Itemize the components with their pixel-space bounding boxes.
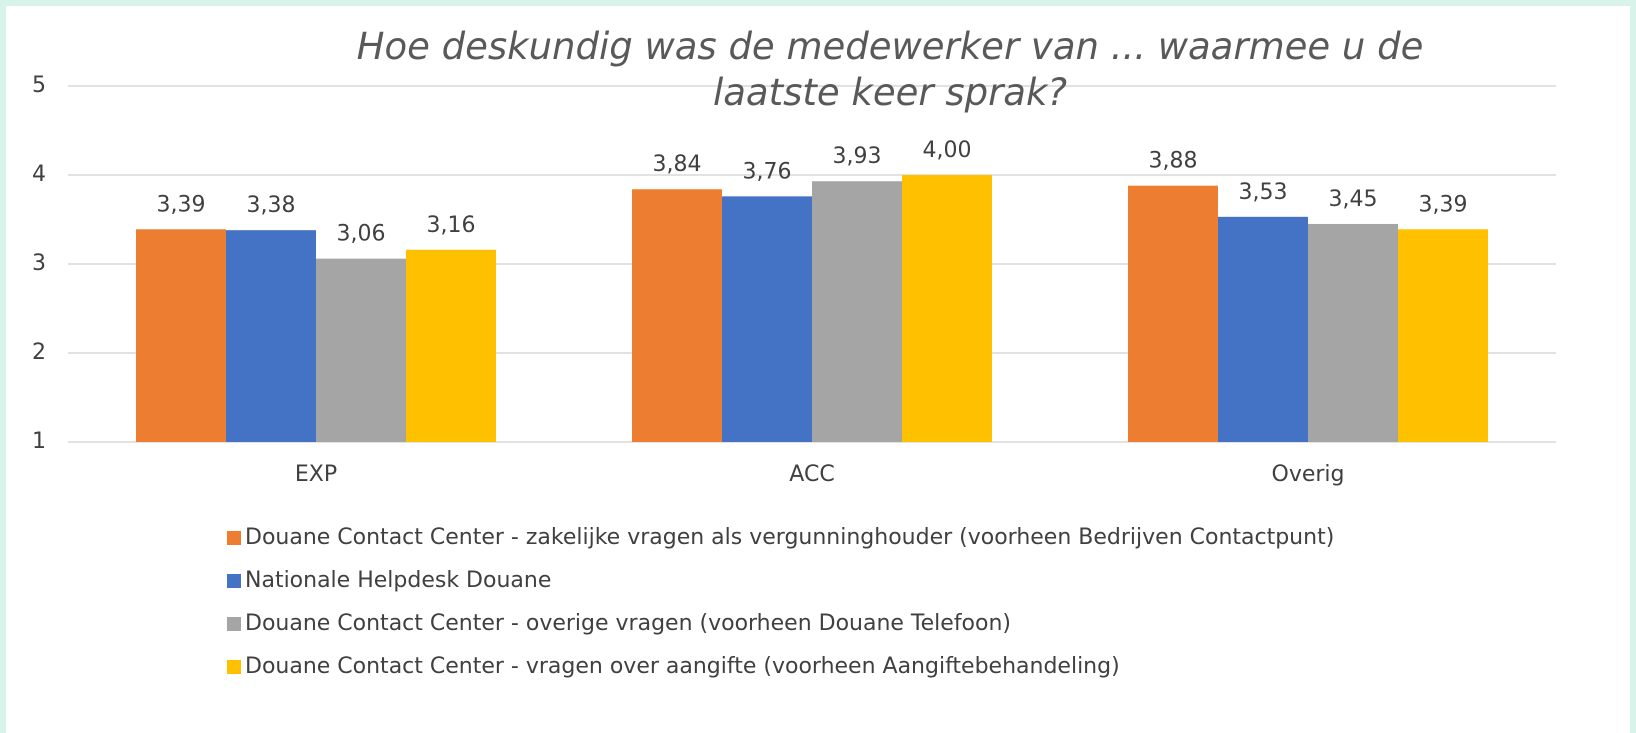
x-tick-label: ACC (789, 462, 834, 487)
bar (812, 181, 902, 443)
data-label: 3,88 (1149, 149, 1198, 174)
data-label: 3,53 (1239, 180, 1288, 205)
legend-swatch (227, 660, 241, 674)
bar (406, 249, 496, 442)
chart-title: Hoe deskundig was de medewerker van ... … (356, 25, 1424, 114)
legend-swatch (227, 617, 241, 631)
data-label: 3,16 (427, 213, 476, 238)
bar (136, 229, 226, 442)
legend-swatch (227, 531, 241, 545)
bar (226, 230, 316, 442)
bar (722, 196, 812, 442)
data-label: 3,38 (247, 193, 296, 218)
legend-swatch (227, 574, 241, 588)
bar (902, 175, 992, 442)
y-tick-label: 3 (32, 251, 46, 276)
y-tick-label: 4 (32, 162, 46, 187)
bar (1308, 223, 1398, 442)
y-tick-label: 2 (32, 340, 46, 365)
y-tick-label: 5 (32, 73, 46, 98)
data-label: 3,39 (1419, 192, 1468, 217)
legend-label: Douane Contact Center - zakelijke vragen… (245, 525, 1334, 550)
legend-label: Douane Contact Center - overige vragen (… (245, 611, 1011, 636)
bar (1218, 216, 1308, 442)
data-label: 4,00 (923, 138, 972, 163)
data-label: 3,06 (337, 222, 386, 247)
bar (1128, 185, 1218, 442)
data-label: 3,39 (157, 192, 206, 217)
bar (316, 258, 406, 442)
data-label: 3,93 (833, 144, 882, 169)
data-label: 3,76 (743, 159, 792, 184)
legend-label: Douane Contact Center - vragen over aang… (245, 654, 1120, 679)
bar (632, 189, 722, 442)
y-tick-label: 1 (32, 429, 46, 454)
x-tick-label: Overig (1272, 462, 1345, 487)
x-tick-label: EXP (295, 462, 337, 487)
data-label: 3,45 (1329, 187, 1378, 212)
legend-label: Nationale Helpdesk Douane (245, 568, 551, 593)
data-label: 3,84 (653, 152, 702, 177)
bar (1398, 229, 1488, 442)
